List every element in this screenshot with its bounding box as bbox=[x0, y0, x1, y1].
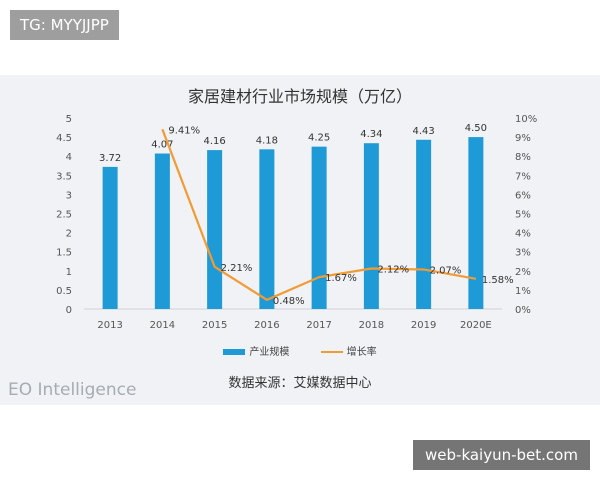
growth-line bbox=[161, 128, 477, 301]
y-left-tick-label: 4 bbox=[66, 152, 72, 163]
y-right-tick-label: 7% bbox=[515, 171, 531, 182]
y-left-tick-label: 2 bbox=[66, 229, 72, 240]
y-left-tick-label: 2.5 bbox=[56, 210, 72, 221]
line-value-label: 9.41% bbox=[168, 125, 200, 136]
top-tag: TG: MYYJJPP bbox=[10, 10, 119, 40]
bar bbox=[311, 146, 327, 309]
watermark-logo: EO Intelligence bbox=[8, 380, 137, 400]
y-right-tick-label: 4% bbox=[515, 229, 531, 240]
x-tick-label: 2015 bbox=[202, 320, 227, 331]
y-right-tick-label: 3% bbox=[515, 248, 531, 259]
y-right-tick-label: 1% bbox=[515, 286, 531, 297]
bottom-tag: web-kaiyun-bet.com bbox=[413, 440, 590, 470]
x-tick-label: 2014 bbox=[150, 320, 175, 331]
line-value-label: 2.07% bbox=[430, 265, 462, 276]
y-right-tick-label: 6% bbox=[515, 190, 531, 201]
bar-value-label: 3.72 bbox=[99, 153, 121, 164]
line-value-label: 1.67% bbox=[325, 273, 357, 284]
y-right-tick-label: 2% bbox=[515, 267, 531, 278]
bar bbox=[154, 153, 170, 309]
bar bbox=[416, 139, 432, 309]
bar bbox=[363, 143, 379, 309]
bar bbox=[259, 149, 275, 309]
x-tick-label: 2016 bbox=[254, 320, 279, 331]
legend-label-line: 增长率 bbox=[346, 347, 377, 358]
line-value-label: 2.21% bbox=[221, 263, 253, 274]
legend-swatch-bar bbox=[223, 349, 246, 355]
y-left-tick-label: 0.5 bbox=[56, 286, 72, 297]
x-tick-label: 2018 bbox=[359, 320, 384, 331]
y-left-tick-label: 3.5 bbox=[56, 171, 72, 182]
y-left-tick-label: 1 bbox=[66, 267, 72, 278]
x-tick-label: 2019 bbox=[411, 320, 436, 331]
y-left-tick-label: 5 bbox=[66, 114, 72, 125]
y-left-tick-label: 4.5 bbox=[56, 133, 72, 144]
legend-swatch-line bbox=[320, 351, 343, 353]
bar-value-label: 4.43 bbox=[412, 126, 434, 137]
bar bbox=[102, 166, 118, 309]
y-right-tick-label: 9% bbox=[515, 133, 531, 144]
source-note: 数据来源：艾媒数据中心 bbox=[228, 376, 372, 391]
line-value-label: 2.12% bbox=[377, 265, 409, 276]
bar-value-label: 4.50 bbox=[465, 123, 487, 134]
y-left-tick-label: 1.5 bbox=[56, 248, 72, 259]
bar-value-label: 4.25 bbox=[308, 133, 330, 144]
y-right-tick-label: 8% bbox=[515, 152, 531, 163]
y-right-tick-label: 10% bbox=[515, 114, 537, 125]
bar-value-label: 4.34 bbox=[360, 129, 382, 140]
legend-item-bar: 产业规模 bbox=[223, 343, 289, 358]
x-tick-label: 2020E bbox=[460, 320, 492, 331]
y-right-tick-label: 5% bbox=[515, 210, 531, 221]
line-value-label: 1.58% bbox=[482, 275, 514, 286]
x-tick-label: 2013 bbox=[97, 320, 122, 331]
bar bbox=[207, 150, 223, 309]
y-left-tick-label: 0 bbox=[66, 305, 72, 316]
y-left-tick-label: 3 bbox=[66, 190, 72, 201]
line-value-label: 0.48% bbox=[273, 296, 305, 307]
y-right-tick-label: 0% bbox=[515, 305, 531, 316]
bar-value-label: 4.07 bbox=[151, 140, 173, 151]
bar-value-label: 4.16 bbox=[203, 136, 225, 147]
x-tick-label: 2017 bbox=[306, 320, 331, 331]
legend: 产业规模 增长率 bbox=[0, 343, 600, 358]
chart-panel bbox=[0, 75, 600, 405]
chart-title: 家居建材行业市场规模（万亿） bbox=[187, 87, 412, 106]
legend-label-bar: 产业规模 bbox=[249, 347, 290, 358]
legend-item-line: 增长率 bbox=[320, 343, 377, 358]
bar-value-label: 4.18 bbox=[256, 135, 278, 146]
bar bbox=[468, 137, 484, 309]
